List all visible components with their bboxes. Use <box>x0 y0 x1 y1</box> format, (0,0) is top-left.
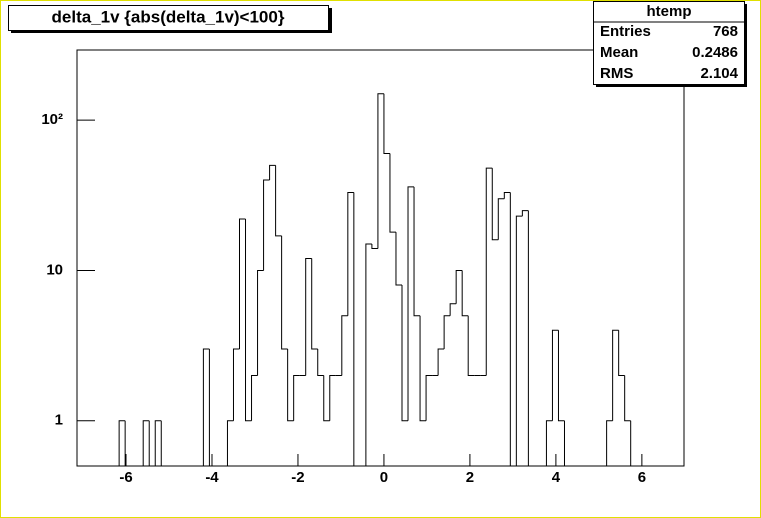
x-tick-label: 4 <box>552 469 561 486</box>
y-tick-label: 10² <box>41 111 63 128</box>
histogram-bin <box>395 232 402 286</box>
histogram-bin <box>521 210 529 217</box>
histogram-bin <box>154 420 162 466</box>
histogram-bin <box>311 258 318 350</box>
histogram-bin <box>606 420 613 466</box>
histogram-bin <box>287 349 294 422</box>
histogram-bin <box>160 420 168 467</box>
histogram-bin <box>305 258 312 376</box>
histogram-bin <box>389 153 396 233</box>
histogram-bin <box>563 420 571 467</box>
histogram-bin <box>425 375 433 421</box>
stats-title: htemp <box>647 3 692 20</box>
histogram-bin <box>497 198 505 240</box>
histogram-bin <box>341 315 348 376</box>
histogram-bin <box>232 348 240 421</box>
histogram-bin <box>293 375 300 421</box>
x-tick-label: -6 <box>119 469 132 486</box>
histogram-bin <box>443 315 451 350</box>
histogram-bin <box>275 165 282 237</box>
title-box <box>8 5 329 31</box>
histogram-bin <box>371 243 378 249</box>
x-tick-label: 6 <box>638 469 646 486</box>
histogram-bin <box>269 164 276 180</box>
histogram-bin <box>413 186 421 317</box>
histogram-bin <box>226 420 234 466</box>
histogram-bin <box>551 329 559 421</box>
stats-value: 768 <box>713 23 738 40</box>
x-tick-label: -4 <box>205 469 219 486</box>
histogram-bin <box>317 349 324 377</box>
histogram-bin <box>142 420 150 466</box>
histogram-bin <box>245 218 252 422</box>
histogram-bin <box>515 215 523 466</box>
histogram-bin <box>527 210 535 467</box>
histogram-bin <box>323 375 330 422</box>
histogram-bin <box>485 167 493 376</box>
histogram-bin <box>124 420 132 467</box>
histogram-bin <box>624 375 631 422</box>
x-tick-label: -2 <box>291 469 304 486</box>
histogram-bin <box>419 315 427 422</box>
chart-title: delta_1v {abs(delta_1v)<100} <box>52 7 285 26</box>
histogram-bin <box>618 330 625 377</box>
histogram-bin <box>449 303 457 316</box>
histogram-bin <box>545 420 553 466</box>
histogram-bin <box>612 329 619 421</box>
histogram-bin <box>491 168 499 241</box>
stats-label: Mean <box>600 44 638 61</box>
histogram-bin <box>377 93 384 249</box>
histogram-bin <box>118 420 126 466</box>
y-tick-label: 1 <box>55 412 63 429</box>
histogram-bin <box>437 348 445 376</box>
histogram-bin <box>557 330 565 422</box>
histogram-bin <box>401 285 409 422</box>
histogram-bin <box>509 192 517 467</box>
stats-value: 0.2486 <box>692 44 738 61</box>
x-tick-label: 0 <box>380 469 388 486</box>
histogram-bin <box>455 269 463 304</box>
histogram-bin <box>251 375 258 421</box>
histogram-bin <box>503 192 511 199</box>
histogram-bin <box>347 192 354 316</box>
stats-label: RMS <box>600 65 633 82</box>
histogram-bin <box>630 420 637 467</box>
x-tick-label: 2 <box>466 469 474 486</box>
histogram-bin <box>263 179 270 271</box>
histogram-bin <box>208 349 216 467</box>
histogram-bin <box>257 269 264 376</box>
stats-label: Entries <box>600 23 651 40</box>
histogram-bin <box>461 270 469 317</box>
histogram-bin <box>238 218 246 350</box>
histogram-bin <box>467 315 475 377</box>
histogram-bin <box>383 93 390 155</box>
histogram-bin <box>407 186 415 421</box>
stats-value: 2.104 <box>700 65 738 82</box>
histogram-bin <box>202 348 210 466</box>
y-tick-label: 10 <box>46 261 63 278</box>
frame <box>76 49 685 467</box>
histogram-bin <box>281 235 288 350</box>
histogram-bin <box>353 192 360 467</box>
histogram-bin <box>329 375 336 421</box>
histogram-bin <box>365 243 372 466</box>
stats-box <box>593 1 745 85</box>
histogram-bin <box>148 420 156 467</box>
